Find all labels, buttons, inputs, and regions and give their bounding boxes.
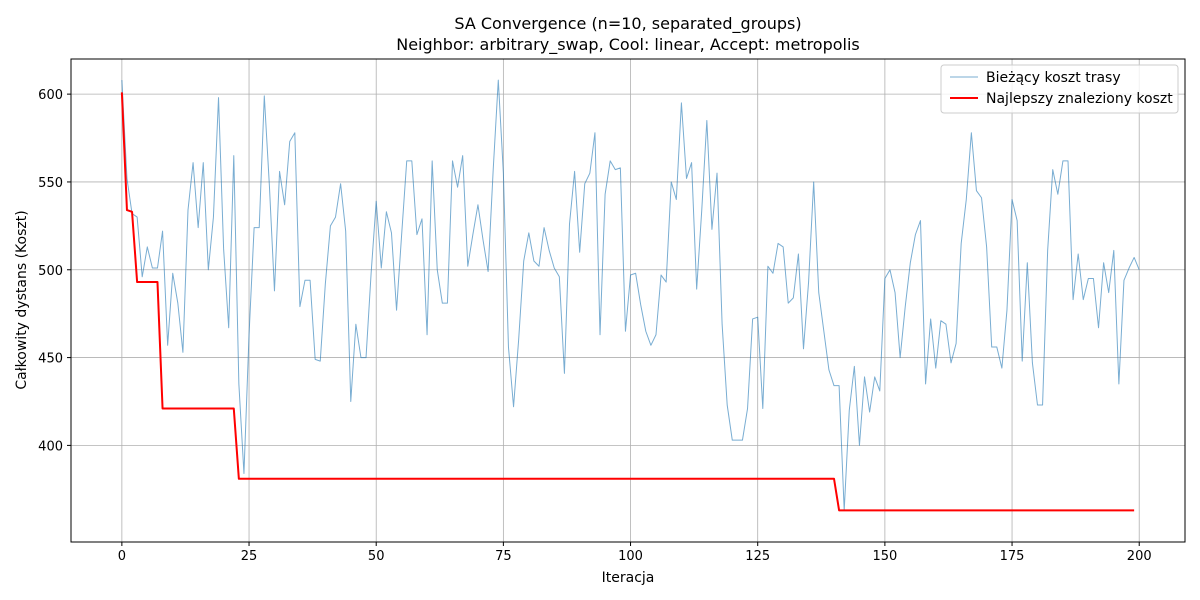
x-tick-label: 125 (745, 549, 770, 564)
x-tick-label: 0 (118, 549, 126, 564)
legend-label-best: Najlepszy znaleziony koszt (986, 91, 1173, 107)
series-line-best-cost (120, 92, 1135, 512)
x-tick-label: 25 (241, 549, 258, 564)
x-tick-label: 50 (368, 549, 385, 564)
y-tick-label: 550 (38, 176, 63, 191)
y-tick-label: 450 (38, 352, 63, 367)
x-tick-label: 75 (495, 549, 512, 564)
x-tick-label: 150 (872, 549, 897, 564)
y-tick-label: 600 (38, 88, 63, 103)
series-layer (120, 79, 1140, 512)
chart-subtitle: Neighbor: arbitrary_swap, Cool: linear, … (396, 35, 860, 55)
plot-frame (70, 58, 1186, 543)
y-axis: 400 450 500 550 600 (38, 88, 71, 454)
x-axis: 0 25 50 75 100 125 150 175 200 (118, 542, 1152, 564)
y-axis-label: Całkowity dystans (Koszt) (14, 210, 30, 389)
y-tick-label: 400 (38, 439, 63, 454)
legend-box (940, 64, 1179, 114)
series-line-current-cost (121, 79, 1140, 511)
legend: Bieżący koszt trasy Najlepszy znaleziony… (940, 64, 1179, 114)
legend-label-current: Bieżący koszt trasy (986, 70, 1121, 86)
chart-title: SA Convergence (n=10, separated_groups) (454, 14, 801, 34)
x-axis-label: Iteracja (602, 570, 655, 586)
y-tick-label: 500 (38, 264, 63, 279)
x-tick-label: 100 (618, 549, 643, 564)
x-tick-label: 175 (1000, 549, 1025, 564)
x-tick-label: 200 (1127, 549, 1152, 564)
